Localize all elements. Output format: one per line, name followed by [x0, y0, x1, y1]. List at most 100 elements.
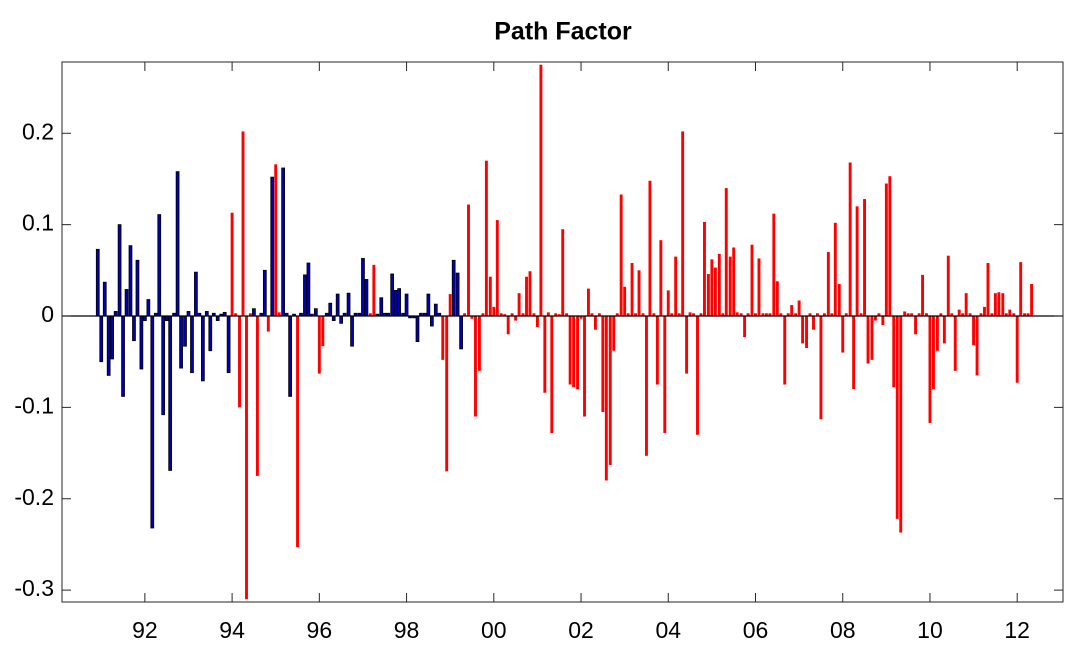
bar [721, 313, 725, 317]
bar [863, 199, 866, 317]
bar [819, 316, 823, 420]
bar [568, 316, 572, 385]
bar [703, 221, 706, 317]
bar [128, 245, 133, 317]
bar [724, 188, 728, 317]
bar [455, 272, 460, 317]
bar [634, 313, 638, 317]
x-tick-label: 96 [307, 617, 333, 643]
bar [121, 315, 125, 397]
bar [238, 316, 241, 408]
bar [590, 313, 594, 317]
bar [663, 316, 667, 433]
bar [546, 312, 550, 317]
bar [746, 313, 750, 317]
bar [837, 284, 841, 317]
bar [110, 315, 115, 360]
bar [666, 290, 670, 317]
bar [514, 316, 518, 321]
bar [623, 286, 627, 317]
bar [626, 313, 630, 317]
bar [539, 64, 543, 317]
bar [615, 313, 619, 317]
bar [426, 293, 431, 317]
bar [390, 273, 395, 317]
bar [397, 288, 402, 317]
bar [339, 315, 343, 324]
x-tick-label: 08 [830, 617, 856, 643]
bar [892, 316, 896, 388]
bar [143, 315, 147, 321]
bar [953, 316, 957, 371]
bar [870, 316, 874, 360]
bar [117, 224, 122, 317]
bar [972, 316, 976, 346]
bar [739, 313, 743, 317]
bar [350, 315, 354, 347]
bar [467, 204, 470, 317]
bar [474, 316, 477, 417]
y-tick-label: 0 [41, 301, 54, 327]
bar [554, 313, 558, 317]
bar [557, 314, 561, 317]
bar [321, 316, 325, 347]
bar [150, 315, 155, 529]
bar [645, 316, 648, 456]
bar [899, 316, 903, 533]
bar [855, 206, 859, 317]
bar [248, 313, 252, 317]
bar [833, 222, 837, 317]
bar [364, 279, 369, 317]
bar [550, 316, 554, 433]
bar [797, 300, 801, 317]
bar [612, 316, 616, 351]
bar [608, 316, 612, 465]
bar [226, 315, 231, 374]
bar [794, 313, 798, 317]
bar [877, 313, 881, 317]
bar [659, 240, 663, 317]
bar [990, 313, 994, 317]
bar [906, 313, 910, 317]
bar [532, 313, 536, 317]
bar [281, 167, 285, 317]
bar [717, 253, 721, 317]
bar [317, 316, 321, 374]
bar [288, 315, 292, 397]
bar [102, 281, 107, 317]
bar [888, 176, 892, 317]
bar [576, 316, 580, 390]
bar [99, 315, 104, 363]
bar [964, 293, 968, 317]
bar [706, 273, 710, 317]
bar [822, 313, 826, 317]
y-tick-label: -0.2 [14, 484, 54, 510]
bar [481, 313, 485, 317]
bar [786, 313, 790, 317]
bar [685, 316, 689, 374]
bar [1012, 313, 1016, 317]
bar [303, 274, 307, 317]
bar [677, 313, 681, 317]
x-tick-label: 02 [568, 617, 594, 643]
bar [928, 316, 932, 423]
bar [655, 316, 659, 385]
y-tick-label: -0.3 [14, 575, 54, 601]
bar [1008, 309, 1012, 317]
x-tick-label: 00 [481, 617, 507, 643]
bar [757, 258, 761, 317]
bar [1019, 262, 1023, 317]
bar [215, 315, 220, 321]
bar [441, 316, 445, 360]
bar [1001, 293, 1005, 317]
bar [106, 315, 111, 376]
bar [630, 263, 634, 317]
bar [754, 313, 757, 317]
bar [565, 313, 569, 317]
bar [132, 315, 136, 342]
bar [451, 259, 456, 317]
bar [812, 316, 815, 330]
bar [619, 194, 623, 317]
